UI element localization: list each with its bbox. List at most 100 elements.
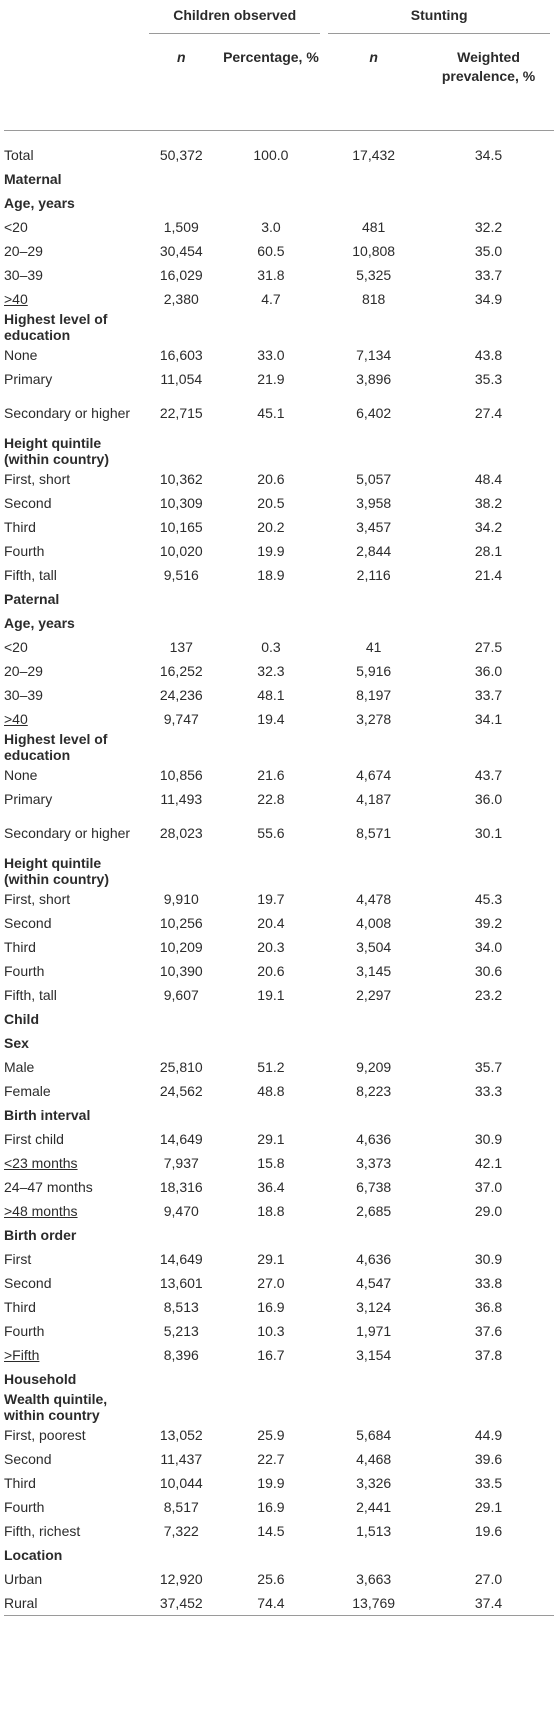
label-column-header [4, 40, 146, 131]
weighted-prevalence-cell: 35.0 [474, 243, 503, 259]
row-label: Total [4, 147, 34, 163]
weighted-prevalence-cell: 27.0 [474, 1571, 503, 1587]
weighted-prevalence-cell [423, 191, 554, 215]
table-row: Fourth 10,390 20.6 3,145 30.6 [4, 959, 554, 983]
table-row: Second 10,256 20.4 4,008 39.2 [4, 911, 554, 935]
weighted-prevalence-cell: 27.4 [474, 404, 503, 421]
section-header-row: Age, years [4, 191, 554, 215]
n-stunting-cell [324, 1007, 423, 1031]
percentage-cell: 20.6 [257, 471, 285, 487]
table-row: Rural 37,452 74.4 13,769 37.4 [4, 1591, 554, 1616]
percentage-cell: 21.9 [257, 371, 285, 387]
weighted-prevalence-cell: 30.1 [474, 824, 503, 841]
weighted-prevalence-cell: 39.2 [474, 915, 503, 931]
n-observed-cell: 14,649 [159, 1131, 203, 1147]
section-header-row: Child [4, 1007, 554, 1031]
n-observed-cell: 8,517 [163, 1499, 199, 1515]
weighted-prevalence-cell [423, 435, 554, 467]
n-stunting-cell: 5,916 [356, 663, 392, 679]
n-stunting-cell: 8,197 [356, 687, 392, 703]
n-observed-cell: 9,516 [163, 567, 199, 583]
row-label: Urban [4, 1571, 43, 1587]
percentage-cell: 55.6 [257, 824, 285, 841]
row-label: Female [4, 1083, 51, 1099]
n-observed-cell: 1,509 [163, 219, 199, 235]
weighted-prevalence-cell: 33.7 [474, 687, 503, 703]
table-row: Fourth 5,213 10.3 1,971 37.6 [4, 1319, 554, 1343]
n-stunting-cell: 3,504 [356, 939, 392, 955]
n-stunting-cell: 10,808 [352, 243, 396, 259]
n-observed-cell: 28,023 [159, 824, 203, 841]
n-observed-cell: 9,747 [163, 711, 199, 727]
n-stunting-cell: 9,209 [356, 1059, 392, 1075]
n-observed-cell: 13,601 [159, 1275, 203, 1291]
weighted-prevalence-cell: 37.0 [474, 1179, 503, 1195]
section-label: Age, years [4, 615, 75, 631]
n-observed-cell: 8,396 [163, 1347, 199, 1363]
percentage-cell: 74.4 [217, 1591, 325, 1616]
n-observed-cell [145, 1103, 218, 1127]
section-label: Birth order [4, 1227, 77, 1243]
n-observed-cell: 2,380 [163, 291, 199, 307]
n-observed-cell: 9,607 [163, 987, 199, 1003]
n-observed-cell: 10,209 [159, 939, 203, 955]
percentage-cell [218, 587, 325, 611]
table-row: Urban 12,920 25.6 3,663 27.0 [4, 1567, 554, 1591]
weighted-prevalence-cell: 44.9 [474, 1427, 503, 1443]
weighted-prevalence-cell: 34.2 [474, 519, 503, 535]
row-label: None [4, 347, 38, 363]
weighted-prevalence-cell: 30.6 [474, 963, 503, 979]
percentage-cell: 20.3 [257, 939, 285, 955]
section-header-row: Height quintile (within country) [4, 435, 554, 467]
n-stunting-cell: 4,636 [356, 1251, 392, 1267]
row-label: 24–47 months [4, 1179, 93, 1195]
n-observed-cell: 7,937 [163, 1155, 199, 1171]
n-stunting-cell: 3,457 [356, 519, 392, 535]
n-stunting-cell: 6,738 [356, 1179, 392, 1195]
weighted-prevalence-cell: 34.5 [474, 147, 503, 163]
weighted-prevalence-cell [423, 1031, 554, 1055]
row-label: First, short [4, 891, 71, 907]
section-label: Age, years [4, 195, 75, 211]
n-observed-cell: 9,910 [163, 891, 199, 907]
weighted-prevalence-cell: 21.4 [474, 567, 503, 583]
table-row: Fifth, tall 9,607 19.1 2,297 23.2 [4, 983, 554, 1007]
percentage-cell: 60.5 [257, 243, 285, 259]
stunting-table: Children observed Stunting n Percentage,… [4, 0, 554, 1616]
weighted-prevalence-header: Weighted prevalence, % [423, 40, 554, 131]
n-observed-cell: 10,362 [159, 471, 203, 487]
row-label: <20 [4, 639, 28, 655]
weighted-prevalence-cell [423, 1007, 554, 1031]
n-observed-header: n [145, 40, 218, 131]
n-stunting-cell: 2,297 [356, 987, 392, 1003]
n-stunting-cell: 3,958 [356, 495, 392, 511]
percentage-cell: 18.8 [257, 1203, 285, 1219]
table-row: Total 50,372 100.0 17,432 34.5 [4, 131, 554, 168]
percentage-cell: 51.2 [257, 1059, 285, 1075]
percentage-cell: 21.6 [257, 767, 285, 783]
n-observed-cell: 22,715 [159, 404, 203, 421]
table-row: <20 1,509 3.0 481 32.2 [4, 215, 554, 239]
weighted-prevalence-cell: 39.6 [474, 1451, 503, 1467]
section-header-row: Age, years [4, 611, 554, 635]
n-stunting-cell [324, 1543, 423, 1567]
weighted-prevalence-cell: 34.1 [474, 711, 503, 727]
n-observed-cell [145, 1543, 218, 1567]
row-label: Fourth [4, 1499, 45, 1515]
weighted-prevalence-cell: 23.2 [474, 987, 503, 1003]
percentage-cell: 18.9 [257, 567, 285, 583]
n-observed-cell [145, 731, 218, 763]
row-label: Second [4, 495, 52, 511]
n-stunting-cell: 818 [361, 291, 386, 307]
n-stunting-cell [324, 611, 423, 635]
section-label: Maternal [4, 171, 62, 187]
weighted-prevalence-cell: 33.3 [474, 1083, 503, 1099]
n-stunting-cell: 2,441 [356, 1499, 392, 1515]
weighted-prevalence-cell: 34.9 [474, 291, 503, 307]
table-row: First 14,649 29.1 4,636 30.9 [4, 1247, 554, 1271]
weighted-prevalence-cell: 35.7 [474, 1059, 503, 1075]
weighted-prevalence-cell: 30.9 [474, 1131, 503, 1147]
table-row: First child 14,649 29.1 4,636 30.9 [4, 1127, 554, 1151]
n-stunting-cell: 17,432 [352, 147, 396, 163]
